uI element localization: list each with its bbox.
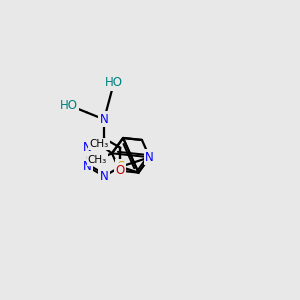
Text: CH₃: CH₃: [89, 139, 109, 149]
Text: N: N: [100, 113, 109, 126]
Text: S: S: [117, 160, 124, 173]
Text: O: O: [115, 164, 124, 177]
Text: N: N: [145, 151, 154, 164]
Text: N: N: [100, 170, 109, 183]
Text: HO: HO: [105, 76, 123, 89]
Text: CH₃: CH₃: [88, 155, 107, 165]
Text: HO: HO: [60, 99, 78, 112]
Text: N: N: [83, 160, 92, 173]
Text: N: N: [83, 141, 92, 154]
